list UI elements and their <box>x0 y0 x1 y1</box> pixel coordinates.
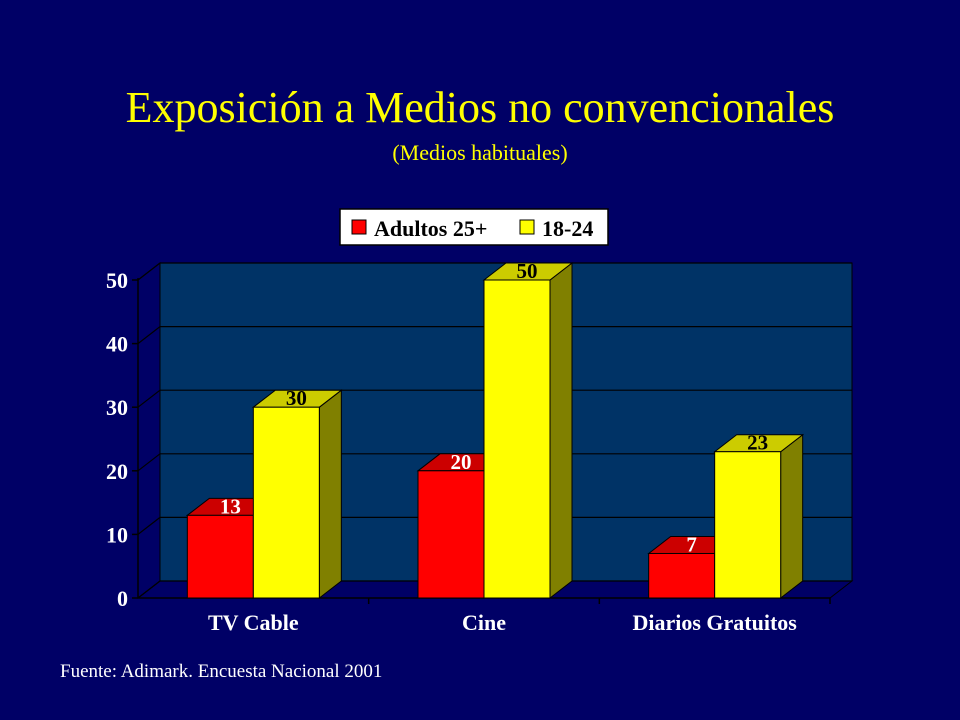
y-tick-label: 10 <box>106 522 128 547</box>
legend-label: 18-24 <box>542 216 593 241</box>
data-label: 13 <box>220 494 241 518</box>
chart-title: Exposición a Medios no convencionales <box>125 83 835 132</box>
legend-swatch <box>351 219 367 235</box>
gridline <box>137 262 852 281</box>
y-tick-label: 30 <box>106 395 128 420</box>
data-label: 50 <box>517 259 538 283</box>
bar <box>648 552 716 599</box>
legend-box <box>339 208 609 246</box>
legend-swatch <box>519 219 535 235</box>
data-labels: 13 30 20 50 7 23 <box>220 259 768 556</box>
bar-side <box>549 261 573 600</box>
x-tick-label: Cine <box>462 610 506 635</box>
bar <box>483 279 551 599</box>
plot-side-wall <box>137 261 161 600</box>
gridline <box>137 389 852 408</box>
bar <box>417 470 485 599</box>
gridline <box>137 580 852 599</box>
data-label: 30 <box>286 386 307 410</box>
legend-label: Adultos 25+ <box>374 216 487 241</box>
gridlines <box>137 262 852 599</box>
bar <box>714 451 782 599</box>
x-tick-label: Diarios Gratuitos <box>632 610 797 635</box>
x-tick-label: TV Cable <box>208 610 299 635</box>
bar <box>252 406 320 599</box>
bars <box>185 261 805 600</box>
gridline <box>137 516 852 535</box>
chart-subtitle: (Medios habituales) <box>392 140 568 165</box>
gridline <box>137 453 852 472</box>
bar <box>186 514 254 599</box>
data-label: 20 <box>451 450 472 474</box>
bar-side <box>780 433 804 600</box>
y-tick-label: 50 <box>106 268 128 293</box>
bar-side <box>318 389 342 600</box>
source-note: Fuente: Adimark. Encuesta Nacional 2001 <box>60 661 383 682</box>
y-tick-label: 20 <box>106 459 128 484</box>
y-tick-label: 40 <box>106 332 128 357</box>
data-label: 7 <box>686 532 697 556</box>
legend: Adultos 25+ 18-24 <box>339 208 609 246</box>
data-label: 23 <box>747 431 768 455</box>
y-tick-label: 0 <box>117 586 128 611</box>
gridline <box>137 326 852 345</box>
